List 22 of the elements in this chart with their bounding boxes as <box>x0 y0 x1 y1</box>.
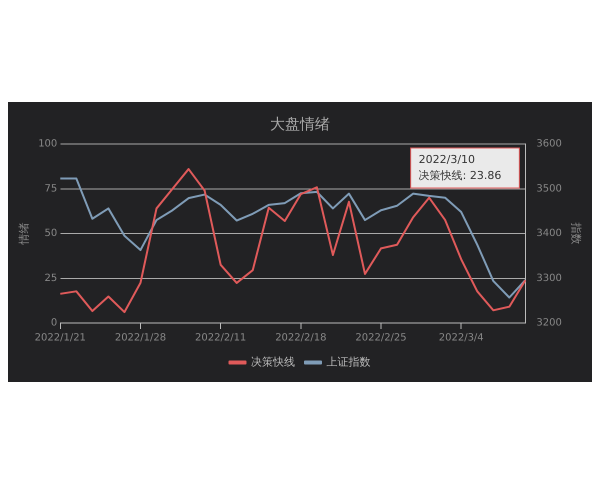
x-tick-label: 2022/1/28 <box>114 332 166 344</box>
legend-label: 上证指数 <box>326 355 370 368</box>
y-tick-label: 25 <box>44 272 58 284</box>
y2-axis-title: 指数 <box>570 222 583 244</box>
y-axis-title: 情绪 <box>17 222 30 246</box>
x-tick-label: 2022/1/21 <box>34 332 86 344</box>
y2-tick-label: 3200 <box>536 318 562 329</box>
y2-tick-label: 3500 <box>536 183 562 194</box>
y-tick-label: 50 <box>44 228 58 240</box>
chart-title: 大盘情绪 <box>270 114 330 133</box>
y2-tick-label: 3600 <box>536 138 562 150</box>
legend-label: 决策快线 <box>251 355 295 368</box>
x-tick-label: 2022/2/25 <box>355 332 407 344</box>
y-tick-label: 0 <box>50 318 58 329</box>
y-tick-label: 75 <box>44 183 58 194</box>
x-tick-label: 2022/2/18 <box>275 332 326 344</box>
y2-tick-label: 3300 <box>536 272 562 284</box>
x-tick-label: 2022/3/4 <box>438 332 484 344</box>
x-tick-label: 2022/2/11 <box>195 332 246 344</box>
y2-tick-label: 3400 <box>536 228 562 240</box>
y-tick-label: 100 <box>38 138 58 150</box>
annotation: 2022/3/10 决策快线: 23.86 <box>418 152 502 182</box>
